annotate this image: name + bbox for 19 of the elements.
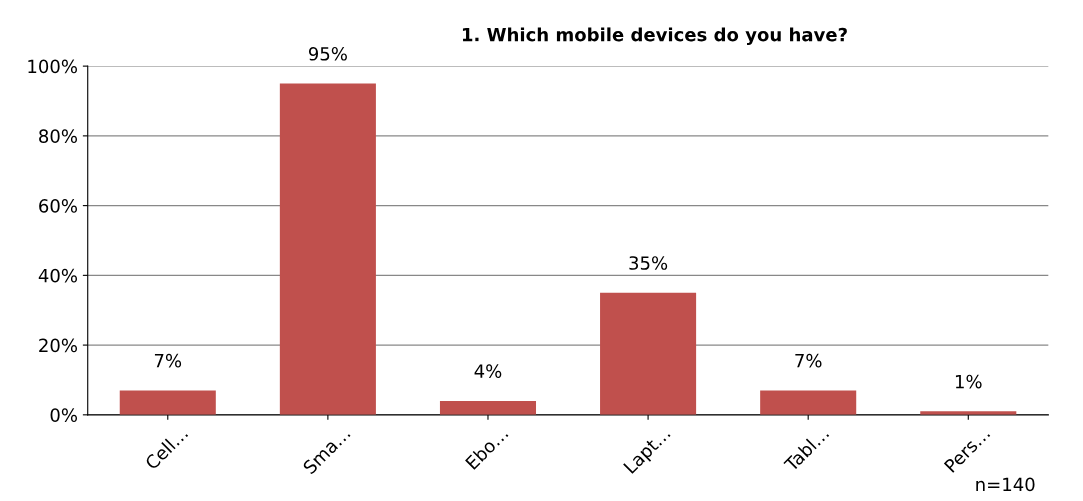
bar <box>279 83 376 415</box>
y-tick-label: 100% <box>28 59 77 74</box>
y-tick-label: 20% <box>39 338 77 353</box>
y-tick-label: 40% <box>38 268 77 283</box>
chart-title: 1. Which mobile devices do you have? <box>462 27 847 46</box>
y-tick-label: 0% <box>50 408 77 422</box>
data-label: 95% <box>308 46 347 61</box>
bar <box>119 390 216 415</box>
data-label: 35% <box>629 256 668 270</box>
y-tick-label: 80% <box>39 129 77 143</box>
text: n=140 <box>976 477 1035 492</box>
y-tick-label: 60% <box>39 199 77 213</box>
bar <box>600 292 697 415</box>
data-label: 7% <box>795 353 822 368</box>
bar <box>439 400 537 415</box>
data-label: 7% <box>154 353 182 368</box>
bar <box>760 390 857 415</box>
data-label: 4% <box>474 364 502 378</box>
data-label: 1% <box>955 374 982 389</box>
